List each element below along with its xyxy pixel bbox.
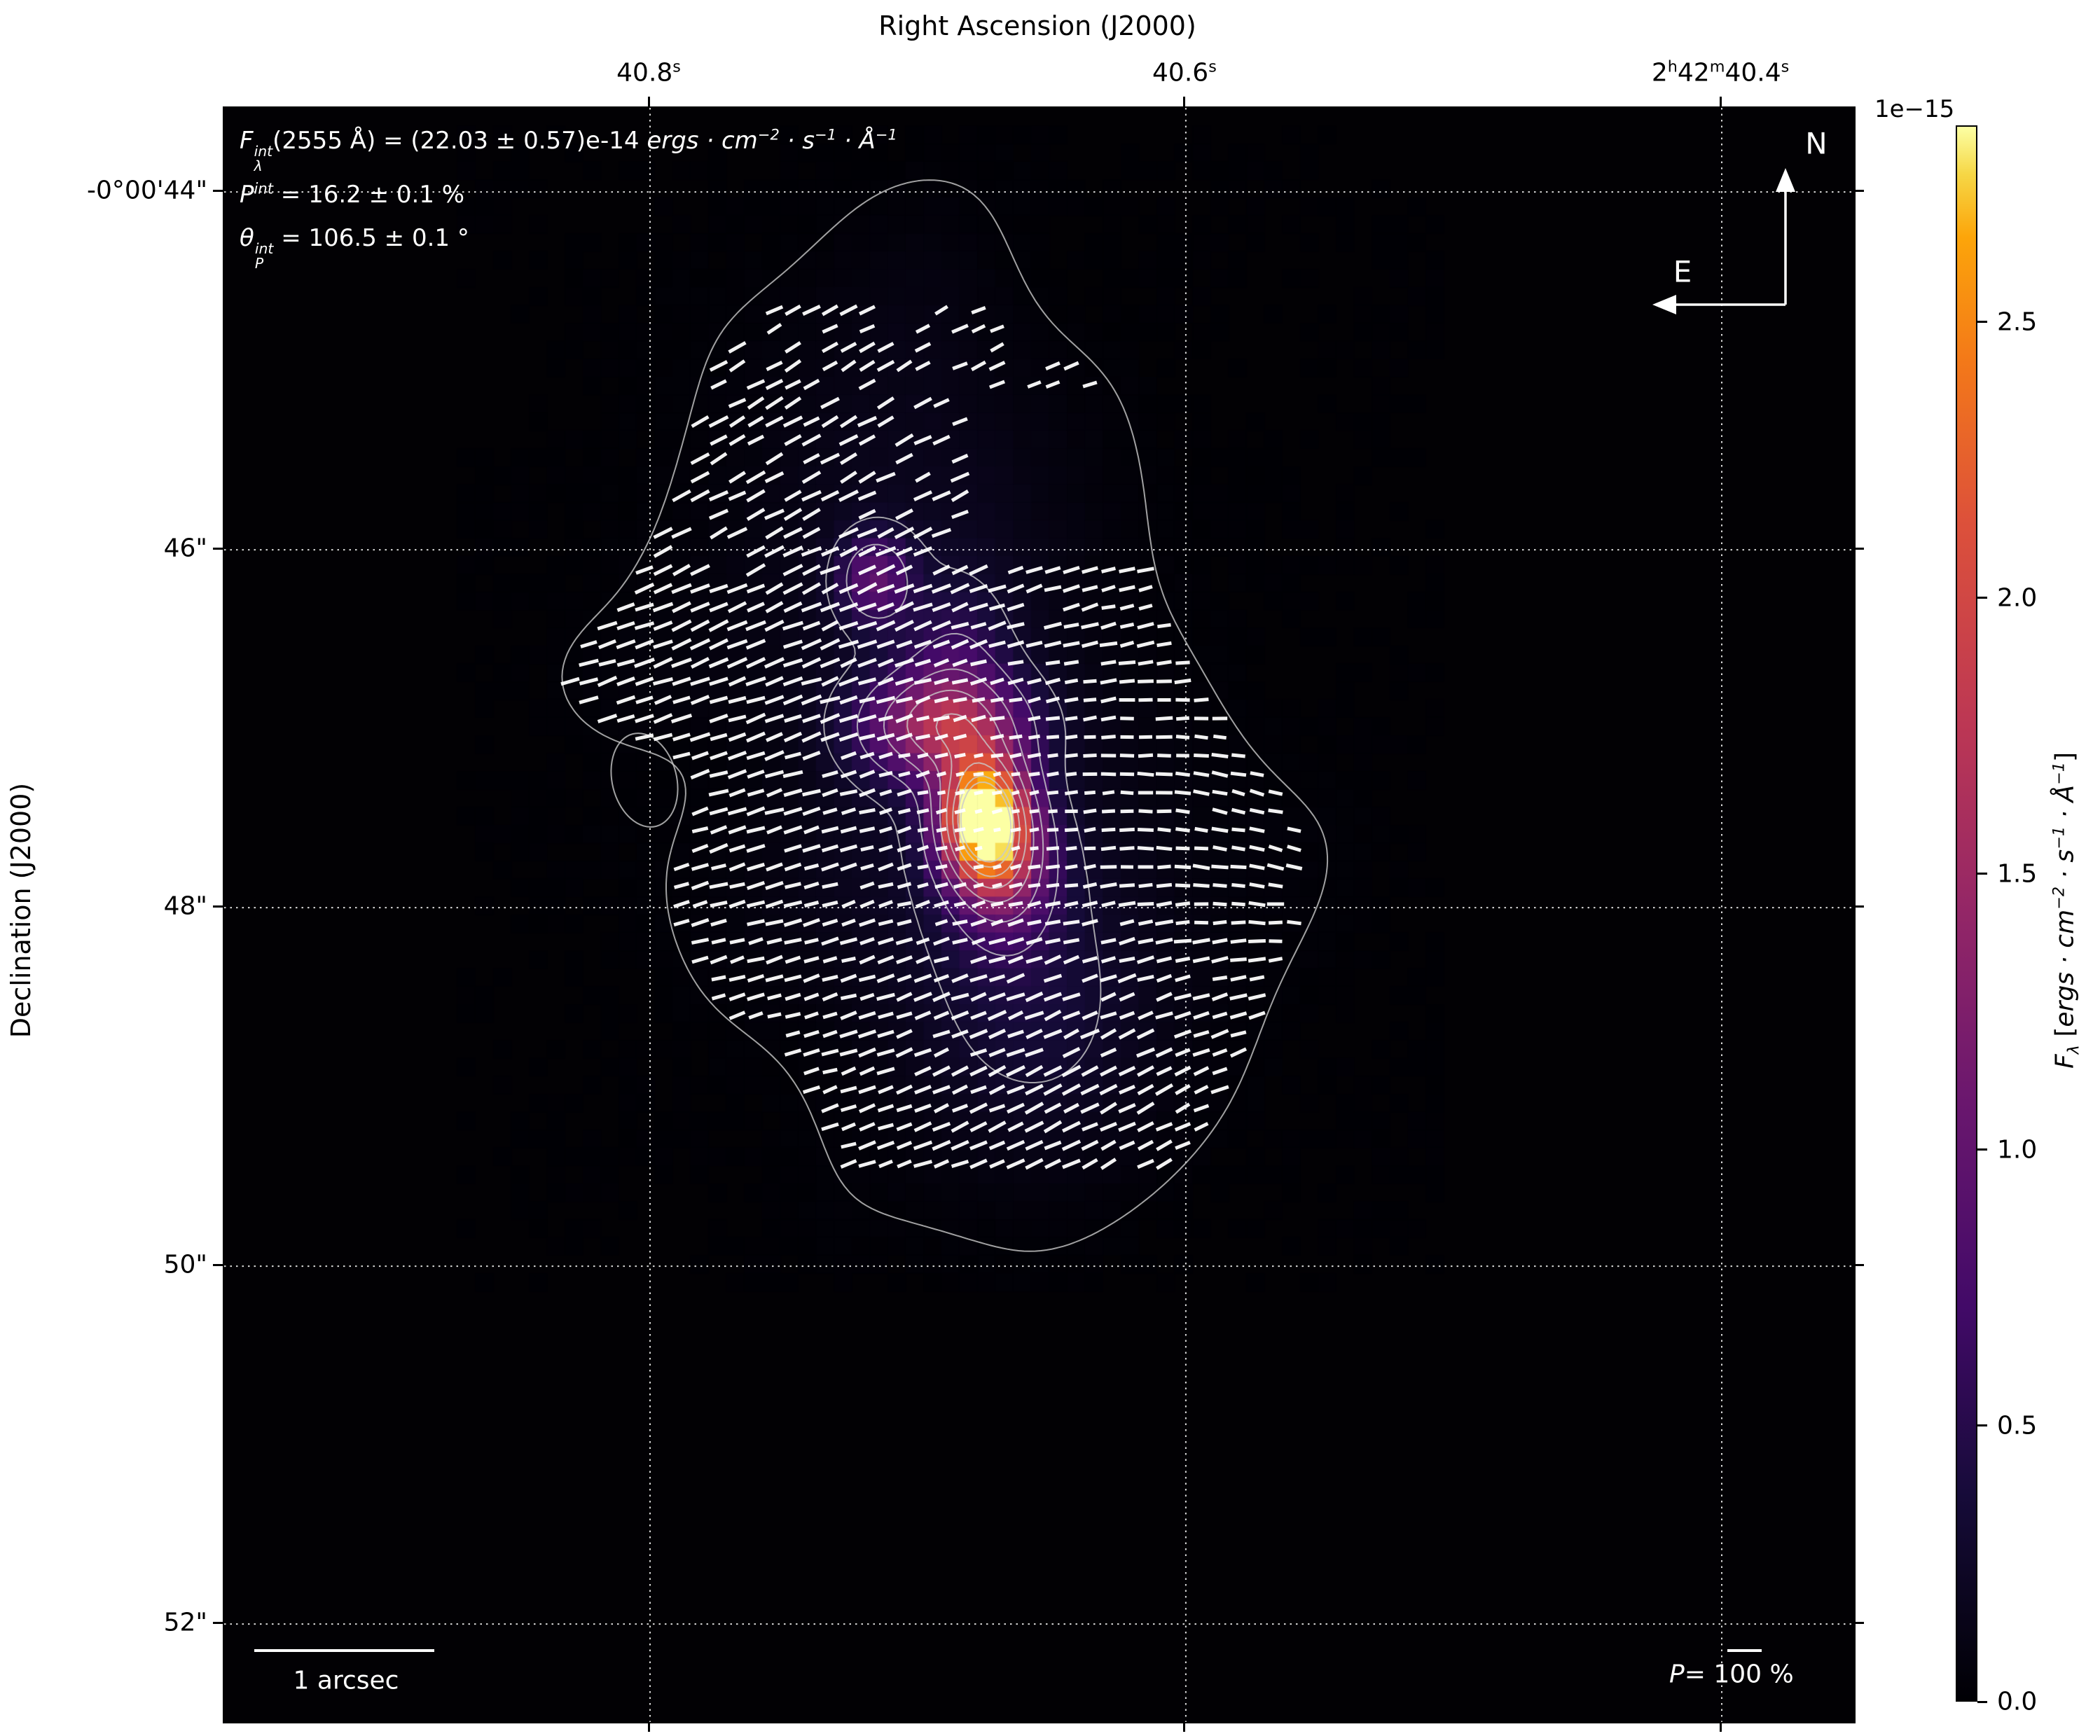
- ra-tick-label: 40.8s: [616, 57, 681, 88]
- contour-lines: [561, 179, 1329, 1252]
- tick-mark: [1977, 321, 1987, 324]
- overlay-svg: [224, 108, 1854, 1722]
- tick-mark: [1977, 1700, 1987, 1703]
- grid-lines: [224, 108, 1854, 1722]
- ra-tick-label: 40.6s: [1152, 57, 1217, 88]
- flux-heatmap-canvas: [224, 108, 1854, 1722]
- compass-arrows: [1652, 168, 1795, 314]
- tick-mark: [1183, 97, 1186, 106]
- tick-mark: [1977, 1424, 1987, 1427]
- colorbar: [1956, 125, 1977, 1702]
- dec-tick-label: -0°00'44": [87, 176, 207, 205]
- tick-mark: [213, 189, 223, 192]
- tick-mark: [1183, 1722, 1186, 1732]
- tick-mark: [213, 547, 223, 550]
- dec-tick-label: 52": [163, 1608, 207, 1637]
- nebula-island-contour: [610, 732, 679, 828]
- colorbar-axis-title: Fλ [ergs · cm−2 · s−1 · Å−1]: [2050, 751, 2083, 1069]
- tick-mark: [647, 97, 650, 106]
- compass-north-label: N: [1805, 126, 1828, 161]
- polarization-legend-label: P= 100 %: [1669, 1660, 1794, 1689]
- tick-mark: [1719, 97, 1722, 106]
- ra-tick-label: 2h42m40.4s: [1651, 57, 1790, 88]
- dec-tick-label: 48": [163, 891, 207, 921]
- polarization-legend-line: [1727, 1649, 1762, 1652]
- colorbar-tick-label: 2.5: [1997, 307, 2038, 337]
- tick-mark: [1977, 1148, 1987, 1151]
- ra-axis-title: Right Ascension (J2000): [878, 11, 1196, 41]
- tick-mark: [213, 905, 223, 908]
- colorbar-tick-label: 1.5: [1997, 859, 2038, 889]
- tick-mark: [647, 1722, 650, 1732]
- compass-east-label: E: [1673, 254, 1692, 289]
- tick-mark: [1854, 189, 1864, 192]
- colorbar-tick-label: 0.5: [1997, 1411, 2038, 1440]
- scale-bar-label: 1 arcsec: [293, 1666, 399, 1695]
- colorbar-tick-label: 1.0: [1997, 1135, 2038, 1165]
- scale-bar-line: [254, 1649, 434, 1652]
- dec-tick-label: 46": [163, 534, 207, 563]
- annotation-polarization-line: Pint = 16.2 ± 0.1 %: [240, 179, 465, 209]
- colorbar-offset-label: 1e−15: [1874, 95, 1955, 123]
- dec-tick-label: 50": [163, 1250, 207, 1279]
- tick-mark: [213, 1263, 223, 1266]
- tick-mark: [1854, 1621, 1864, 1624]
- tick-mark: [1854, 905, 1864, 908]
- tick-mark: [1854, 547, 1864, 550]
- polarization-vectors: [560, 304, 1303, 1170]
- annotation-angle-line: θ int P = 106.5 ± 0.1 °: [240, 224, 469, 272]
- tick-mark: [1719, 1722, 1722, 1732]
- tick-mark: [1977, 597, 1987, 599]
- tick-mark: [1977, 873, 1987, 875]
- tick-mark: [1854, 1263, 1864, 1266]
- tick-mark: [213, 1621, 223, 1624]
- colorbar-tick-label: 2.0: [1997, 583, 2038, 613]
- colorbar-tick-label: 0.0: [1997, 1687, 2038, 1716]
